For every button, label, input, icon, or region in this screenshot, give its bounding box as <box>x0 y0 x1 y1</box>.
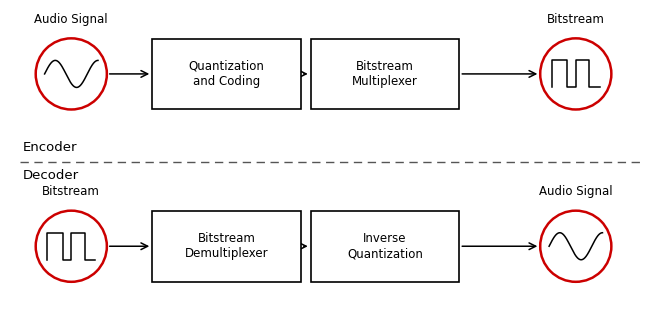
Text: Inverse
Quantization: Inverse Quantization <box>347 232 423 260</box>
Ellipse shape <box>36 38 107 110</box>
Ellipse shape <box>540 211 611 282</box>
Bar <box>311 211 459 282</box>
Text: Bitstream
Demultiplexer: Bitstream Demultiplexer <box>185 232 269 260</box>
Ellipse shape <box>36 211 107 282</box>
Bar <box>152 211 301 282</box>
Text: Encoder: Encoder <box>22 141 77 154</box>
Text: Quantization
and Coding: Quantization and Coding <box>189 60 265 88</box>
Bar <box>311 39 459 109</box>
Text: Decoder: Decoder <box>22 169 79 182</box>
Text: Bitstream
Multiplexer: Bitstream Multiplexer <box>352 60 418 88</box>
Ellipse shape <box>540 38 611 110</box>
Bar <box>152 39 301 109</box>
Text: Bitstream: Bitstream <box>547 13 605 26</box>
Text: Audio Signal: Audio Signal <box>34 13 108 26</box>
Text: Audio Signal: Audio Signal <box>539 185 612 198</box>
Text: Bitstream: Bitstream <box>42 185 100 198</box>
